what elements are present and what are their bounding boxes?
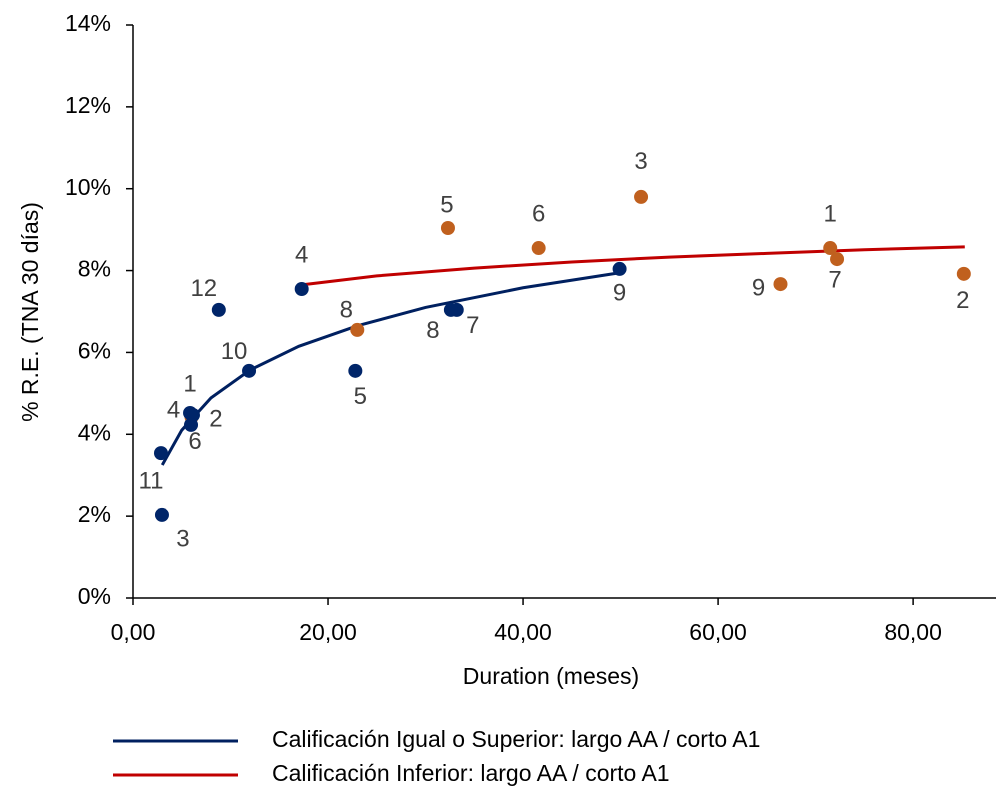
- x-tick-label: 80,00: [884, 619, 942, 645]
- point: [440, 221, 455, 236]
- legend-label: Calificación Igual o Superior: largo AA …: [272, 726, 760, 752]
- point: [350, 322, 365, 337]
- legend-label: Calificación Inferior: largo AA / corto …: [272, 760, 670, 786]
- point-label: 9: [613, 279, 626, 306]
- point-label: 8: [426, 317, 439, 344]
- x-tick-label: 60,00: [689, 619, 747, 645]
- y-tick-label: 8%: [78, 256, 111, 282]
- x-tick-label: 20,00: [299, 619, 357, 645]
- point: [612, 261, 627, 276]
- point-label: 12: [190, 275, 217, 302]
- point-label: 2: [209, 405, 222, 432]
- trend-line: [301, 245, 965, 287]
- point: [242, 363, 257, 378]
- point-label: 4: [167, 396, 180, 423]
- x-axis-title: Duration (meses): [463, 663, 639, 689]
- y-tick-label: 0%: [78, 583, 111, 609]
- point-label: 1: [183, 370, 196, 397]
- y-axis-title: % R.E. (TNA 30 días): [17, 202, 43, 422]
- y-tick-label: 4%: [78, 419, 111, 445]
- point: [443, 302, 458, 317]
- x-tick-label: 40,00: [494, 619, 552, 645]
- y-tick-label: 14%: [65, 10, 111, 36]
- point: [211, 302, 226, 317]
- y-tick-label: 6%: [78, 338, 111, 364]
- point-label: 2: [956, 287, 969, 314]
- trend-line: [160, 271, 621, 466]
- point-label: 6: [532, 200, 545, 227]
- point-label: 5: [440, 191, 453, 218]
- point: [153, 446, 168, 461]
- point-label: 9: [752, 274, 765, 301]
- point: [294, 281, 309, 296]
- x-tick-label: 0,00: [111, 619, 156, 645]
- point: [773, 277, 788, 292]
- y-tick-label: 2%: [78, 501, 111, 527]
- point: [830, 252, 845, 267]
- point-label: 7: [828, 266, 841, 293]
- point: [956, 266, 971, 281]
- point-label: 5: [354, 383, 367, 410]
- point: [823, 241, 838, 256]
- y-tick-label: 10%: [65, 174, 111, 200]
- point-label: 8: [340, 296, 353, 323]
- point-label: 10: [221, 338, 248, 365]
- point-label: 3: [176, 525, 189, 552]
- point-label: 6: [188, 428, 201, 455]
- point-label: 11: [139, 467, 164, 494]
- point-label: 1: [824, 200, 837, 227]
- y-tick-label: 12%: [65, 92, 111, 118]
- point: [154, 507, 169, 522]
- point-label: 3: [634, 148, 647, 175]
- point-label: 7: [466, 312, 479, 339]
- point: [348, 363, 363, 378]
- point: [184, 417, 199, 432]
- point: [634, 189, 649, 204]
- point: [531, 241, 546, 256]
- point-label: 4: [295, 241, 308, 268]
